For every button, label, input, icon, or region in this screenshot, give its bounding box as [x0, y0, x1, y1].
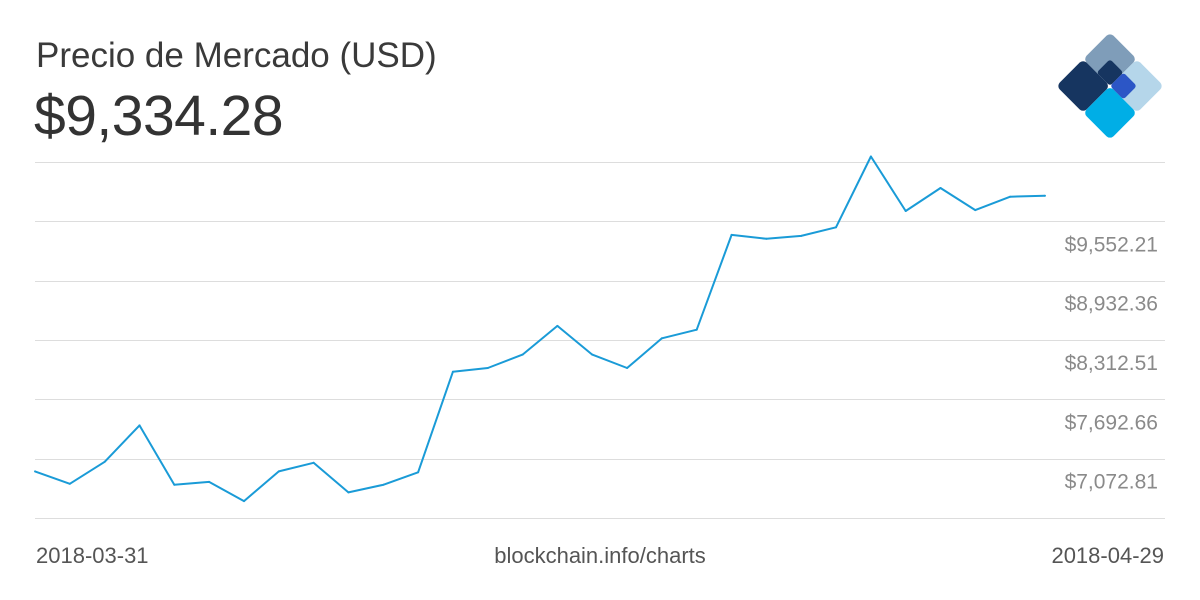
data-point — [243, 500, 245, 503]
data-point — [974, 209, 977, 212]
logo-tile-left — [1058, 61, 1108, 111]
series-line — [34, 155, 1046, 503]
data-point — [486, 367, 489, 369]
y-tick-label: $8,312.51 — [1065, 352, 1158, 375]
end-date-label: 2018-04-29 — [1051, 543, 1164, 568]
data-point — [173, 483, 176, 486]
data-point — [451, 370, 454, 373]
data-point — [939, 187, 942, 189]
data-point — [869, 155, 872, 158]
y-axis-ticks: $9,552.21 $8,932.36 $8,312.51 $7,692.66 $7,0… — [1065, 233, 1158, 493]
data-point — [904, 210, 907, 212]
data-point — [382, 483, 385, 486]
data-point — [556, 324, 559, 327]
chart-title: Precio de Mercado (USD) — [36, 36, 437, 75]
y-tick-label: $7,692.66 — [1065, 411, 1158, 434]
data-point — [138, 424, 141, 427]
data-point — [103, 460, 106, 463]
data-point — [208, 480, 211, 483]
data-point — [34, 470, 36, 473]
y-tick-label: $8,932.36 — [1065, 293, 1158, 316]
data-point — [521, 353, 524, 356]
data-point — [835, 226, 837, 229]
data-point — [626, 367, 629, 369]
logo-tile-right — [1112, 61, 1162, 111]
data-point — [347, 491, 350, 494]
data-point — [417, 471, 420, 474]
data-point — [591, 353, 594, 356]
logo-tile-bottom — [1085, 88, 1135, 138]
data-point — [1009, 195, 1012, 198]
start-date-label: 2018-03-31 — [36, 543, 149, 568]
data-point — [68, 482, 71, 485]
source-link[interactable]: blockchain.info/charts — [494, 543, 706, 568]
data-point — [312, 461, 315, 464]
data-point — [660, 337, 663, 340]
y-tick-label: $9,552.21 — [1065, 233, 1158, 256]
data-point — [277, 470, 280, 473]
logo-tile-top — [1085, 34, 1135, 84]
data-point — [765, 237, 768, 240]
data-point — [1044, 194, 1046, 197]
data-point — [730, 233, 733, 236]
current-price: $9,334.28 — [34, 84, 284, 148]
data-point — [695, 328, 698, 331]
data-point — [800, 234, 803, 237]
grid-layer — [35, 162, 1165, 519]
blockchain-diamond-icon — [1058, 34, 1162, 138]
series-layer — [34, 155, 1046, 503]
logo-tile-accent — [1111, 73, 1136, 99]
y-tick-label: $7,072.81 — [1065, 471, 1158, 494]
logo-tile-center — [1097, 60, 1123, 85]
